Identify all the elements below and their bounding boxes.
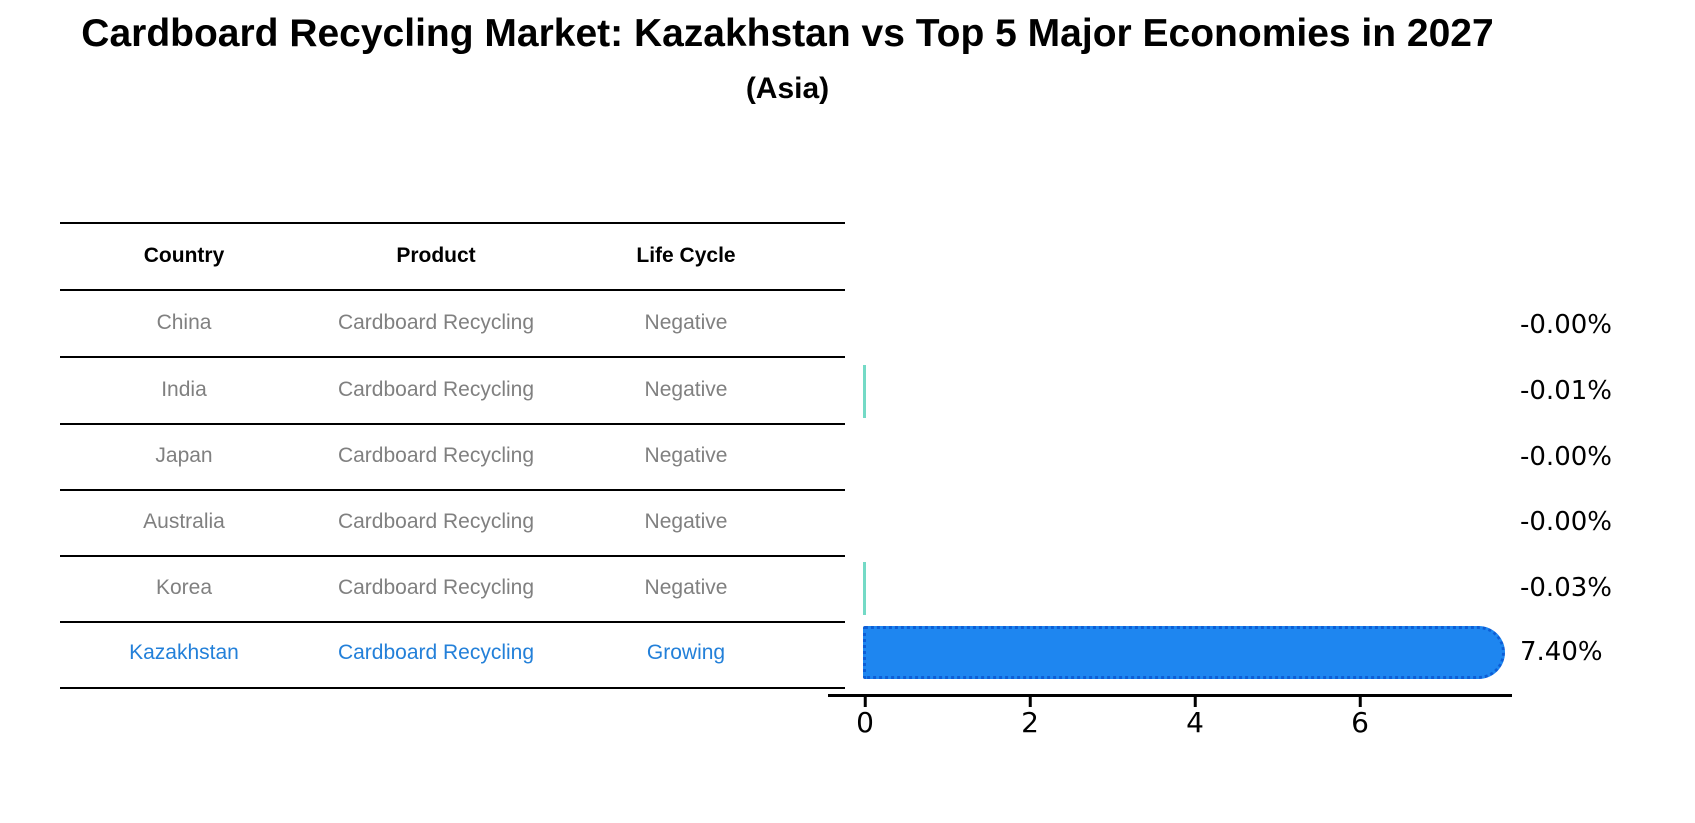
table-cell-product: Cardboard Recycling <box>337 444 535 467</box>
table-header-life-cycle: Life Cycle <box>636 244 736 267</box>
bar-value-label: -0.00% <box>1520 310 1612 340</box>
bar-value-label: -0.03% <box>1520 573 1612 603</box>
table-cell-life-cycle: Negative <box>644 576 728 599</box>
x-axis-tick-label: 0 <box>856 706 874 739</box>
chart-title: Cardboard Recycling Market: Kazakhstan v… <box>81 12 1494 55</box>
x-axis-tick <box>1358 696 1362 707</box>
table-cell-life-cycle-highlighted: Growing <box>646 641 726 664</box>
table-header-country: Country <box>143 244 225 267</box>
bar-india <box>863 364 866 418</box>
bar-value-label: -0.01% <box>1520 376 1612 406</box>
table-cell-product: Cardboard Recycling <box>337 378 535 401</box>
table-row-separator <box>60 356 845 358</box>
bar-value-label: 7.40% <box>1520 637 1603 667</box>
table-header-separator <box>60 289 845 291</box>
table-cell-life-cycle: Negative <box>644 510 728 533</box>
bar-korea <box>863 561 866 615</box>
x-axis-tick <box>1028 696 1032 707</box>
table-row-separator <box>60 555 845 557</box>
table-cell-country: China <box>156 311 212 334</box>
x-axis-line <box>828 694 1512 697</box>
x-axis-tick-label: 6 <box>1351 706 1369 739</box>
table-cell-product-highlighted: Cardboard Recycling <box>337 641 535 664</box>
table-cell-country: Japan <box>155 444 213 467</box>
table-cell-product: Cardboard Recycling <box>337 576 535 599</box>
bar-kazakhstan <box>863 625 1505 679</box>
x-axis-tick-label: 2 <box>1021 706 1039 739</box>
table-header-product: Product <box>396 244 476 267</box>
table-cell-life-cycle: Negative <box>644 311 728 334</box>
table-cell-country: Korea <box>155 576 213 599</box>
bar-value-label: -0.00% <box>1520 507 1612 537</box>
table-cell-life-cycle: Negative <box>644 444 728 467</box>
x-axis-tick <box>863 696 867 707</box>
chart-subtitle: (Asia) <box>745 72 830 105</box>
table-cell-country: India <box>161 378 207 401</box>
table-cell-country-highlighted: Kazakhstan <box>129 641 239 664</box>
x-axis-tick-label: 4 <box>1186 706 1204 739</box>
table-cell-country: Australia <box>143 510 225 533</box>
table-row-separator <box>60 423 845 425</box>
table-border-top <box>60 222 845 224</box>
table-cell-product: Cardboard Recycling <box>337 510 535 533</box>
table-row-separator <box>60 489 845 491</box>
table-cell-product: Cardboard Recycling <box>337 311 535 334</box>
table-cell-life-cycle: Negative <box>644 378 728 401</box>
x-axis-tick <box>1193 696 1197 707</box>
bar-value-label: -0.00% <box>1520 442 1612 472</box>
table-border-bottom <box>60 687 845 689</box>
table-row-separator <box>60 621 845 623</box>
